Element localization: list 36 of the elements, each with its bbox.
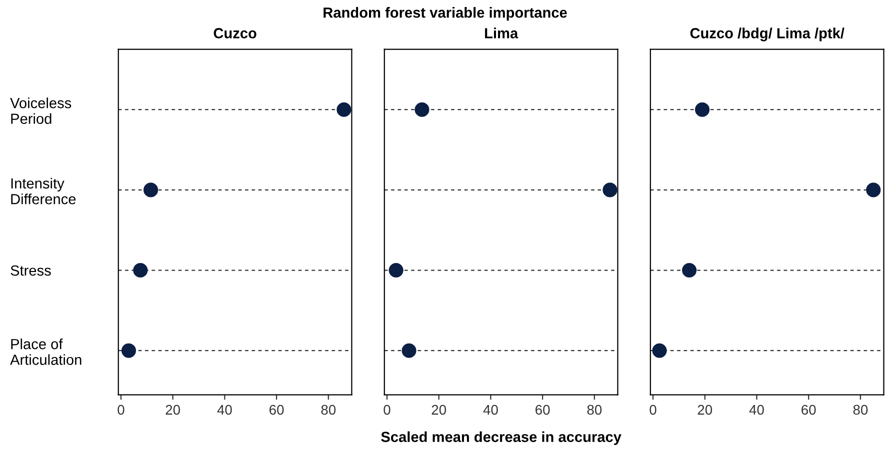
point <box>336 102 352 117</box>
point <box>682 262 697 278</box>
chart-title: Cuzco /bdg/ Lima /ptk/ <box>690 28 844 42</box>
y-tick-label: Place of Articulation <box>10 338 82 365</box>
x-tick-label: 0 <box>650 404 656 415</box>
x-tick-label: 80 <box>587 404 602 415</box>
x-tick-label: 40 <box>217 404 232 415</box>
point <box>121 343 136 358</box>
point <box>652 343 667 358</box>
x-tick-label: 80 <box>321 404 336 415</box>
x-tick-label: 80 <box>853 404 868 415</box>
y-tick-label: Intensity Difference <box>11 178 76 204</box>
x-tick-label: 40 <box>483 404 498 415</box>
point <box>602 182 618 198</box>
y-tick-label: Voiceless Period <box>10 98 72 124</box>
point <box>402 343 416 358</box>
point <box>866 182 881 198</box>
x-tick-label: 0 <box>384 404 390 415</box>
x-tick-label: 20 <box>166 404 180 415</box>
y-tick-label: Stress <box>10 265 51 276</box>
x-tick-label: 60 <box>536 404 550 415</box>
text: Random forest variable importance <box>324 7 567 21</box>
chart-title: Lima <box>485 28 518 38</box>
x-tick-label: 60 <box>270 404 284 415</box>
point <box>694 102 710 117</box>
x-tick-label: 20 <box>432 404 446 415</box>
point <box>143 182 158 198</box>
x-tick-label: 60 <box>802 404 816 415</box>
x-tick-label: 20 <box>698 404 712 415</box>
x-tick-label: 0 <box>118 404 124 415</box>
point <box>133 262 148 278</box>
point <box>388 262 404 278</box>
chart-title: Cuzco <box>214 28 256 38</box>
x-axis-title: Scaled mean decrease in accuracy <box>381 431 622 445</box>
point <box>414 102 430 117</box>
x-tick-label: 40 <box>749 404 764 415</box>
